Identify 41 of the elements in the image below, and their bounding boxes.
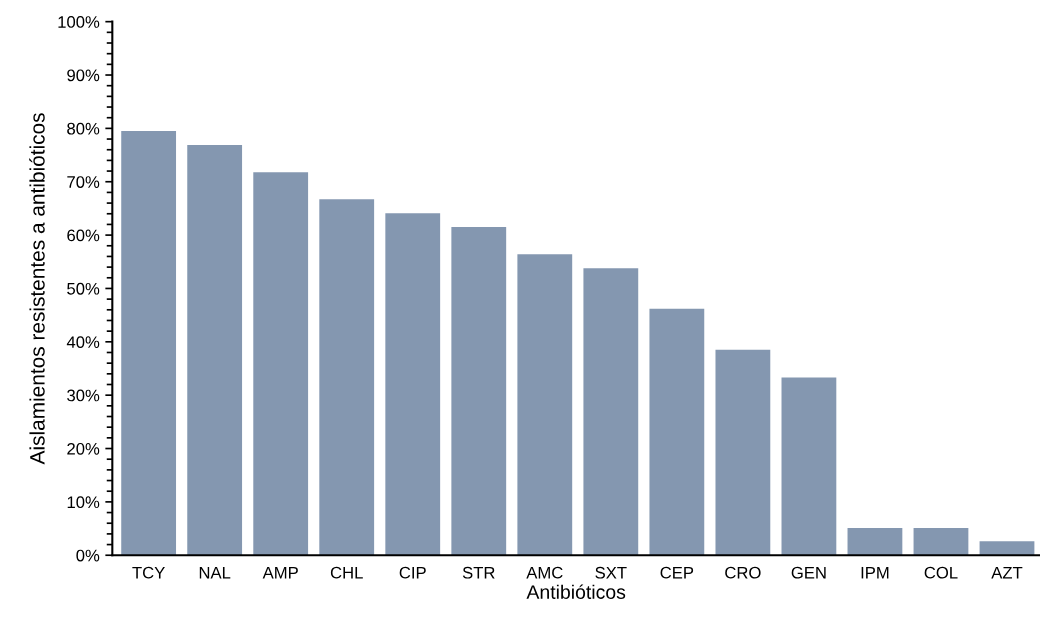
x-tick-label: AZT bbox=[991, 566, 1023, 579]
y-tick-label: 10% bbox=[67, 496, 100, 509]
y-tick-label: 100% bbox=[58, 16, 100, 28]
y-tick-label: 70% bbox=[67, 176, 100, 188]
y-tick-label: 90% bbox=[67, 69, 100, 82]
bar bbox=[253, 172, 309, 556]
x-axis-title: Antibióticos bbox=[526, 584, 626, 599]
y-tick-label: 30% bbox=[67, 389, 100, 402]
x-tick-label: TCY bbox=[132, 566, 165, 579]
x-tick-label: CRO bbox=[725, 566, 761, 579]
bar bbox=[913, 528, 969, 556]
x-tick-label: SXT bbox=[595, 566, 627, 579]
x-tick-label: GEN bbox=[791, 566, 826, 579]
x-tick-label: COL bbox=[924, 566, 958, 579]
x-tick-label: NAL bbox=[199, 566, 231, 579]
x-tick-label: STR bbox=[462, 566, 495, 579]
x-tick-label: AMP bbox=[262, 566, 298, 579]
y-axis-title: Aislamientos resistentes a antibióticos bbox=[29, 113, 45, 465]
bar bbox=[649, 308, 705, 556]
y-tick-label: 0% bbox=[76, 549, 100, 562]
bar bbox=[385, 213, 441, 556]
y-tick-label: 50% bbox=[67, 282, 100, 295]
bar bbox=[187, 144, 243, 556]
x-tick-label: IPM bbox=[861, 566, 889, 579]
bar bbox=[517, 254, 573, 556]
y-tick-label: 80% bbox=[67, 122, 100, 135]
x-tick-label: AMC bbox=[526, 566, 563, 579]
y-tick-label: 60% bbox=[67, 229, 100, 242]
x-tick-label: CEP bbox=[660, 566, 694, 579]
bar bbox=[781, 377, 837, 556]
x-tick-label: CHL bbox=[330, 566, 363, 579]
y-tick-label: 20% bbox=[67, 442, 100, 455]
bar bbox=[583, 268, 639, 556]
bar bbox=[121, 131, 177, 556]
bar bbox=[979, 541, 1035, 556]
bar bbox=[319, 199, 375, 556]
x-tick-label: CIP bbox=[399, 566, 426, 579]
bar bbox=[847, 528, 903, 556]
y-tick-label: 40% bbox=[66, 336, 100, 349]
bar bbox=[451, 227, 507, 556]
bar bbox=[715, 349, 771, 556]
